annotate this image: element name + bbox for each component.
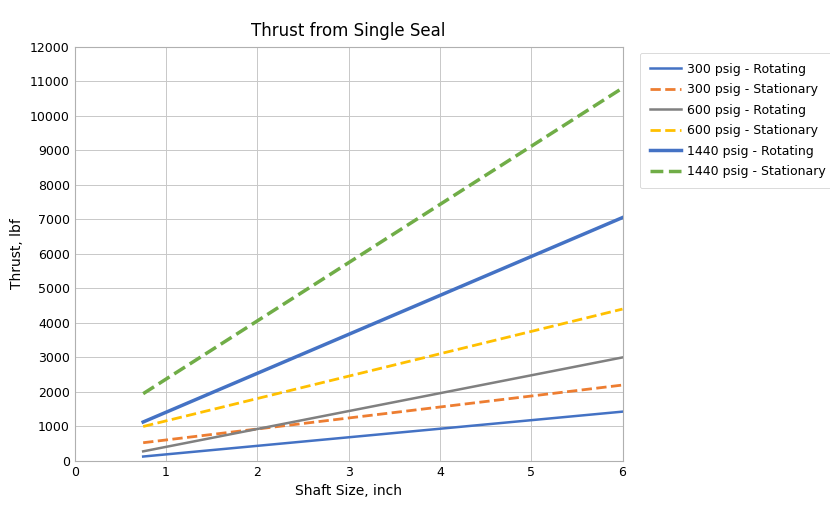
Legend: 300 psig - Rotating, 300 psig - Stationary, 600 psig - Rotating, 600 psig - Stat: 300 psig - Rotating, 300 psig - Stationa… — [640, 53, 830, 189]
X-axis label: Shaft Size, inch: Shaft Size, inch — [295, 484, 402, 498]
Title: Thrust from Single Seal: Thrust from Single Seal — [251, 22, 446, 39]
Y-axis label: Thrust, lbf: Thrust, lbf — [11, 219, 24, 289]
